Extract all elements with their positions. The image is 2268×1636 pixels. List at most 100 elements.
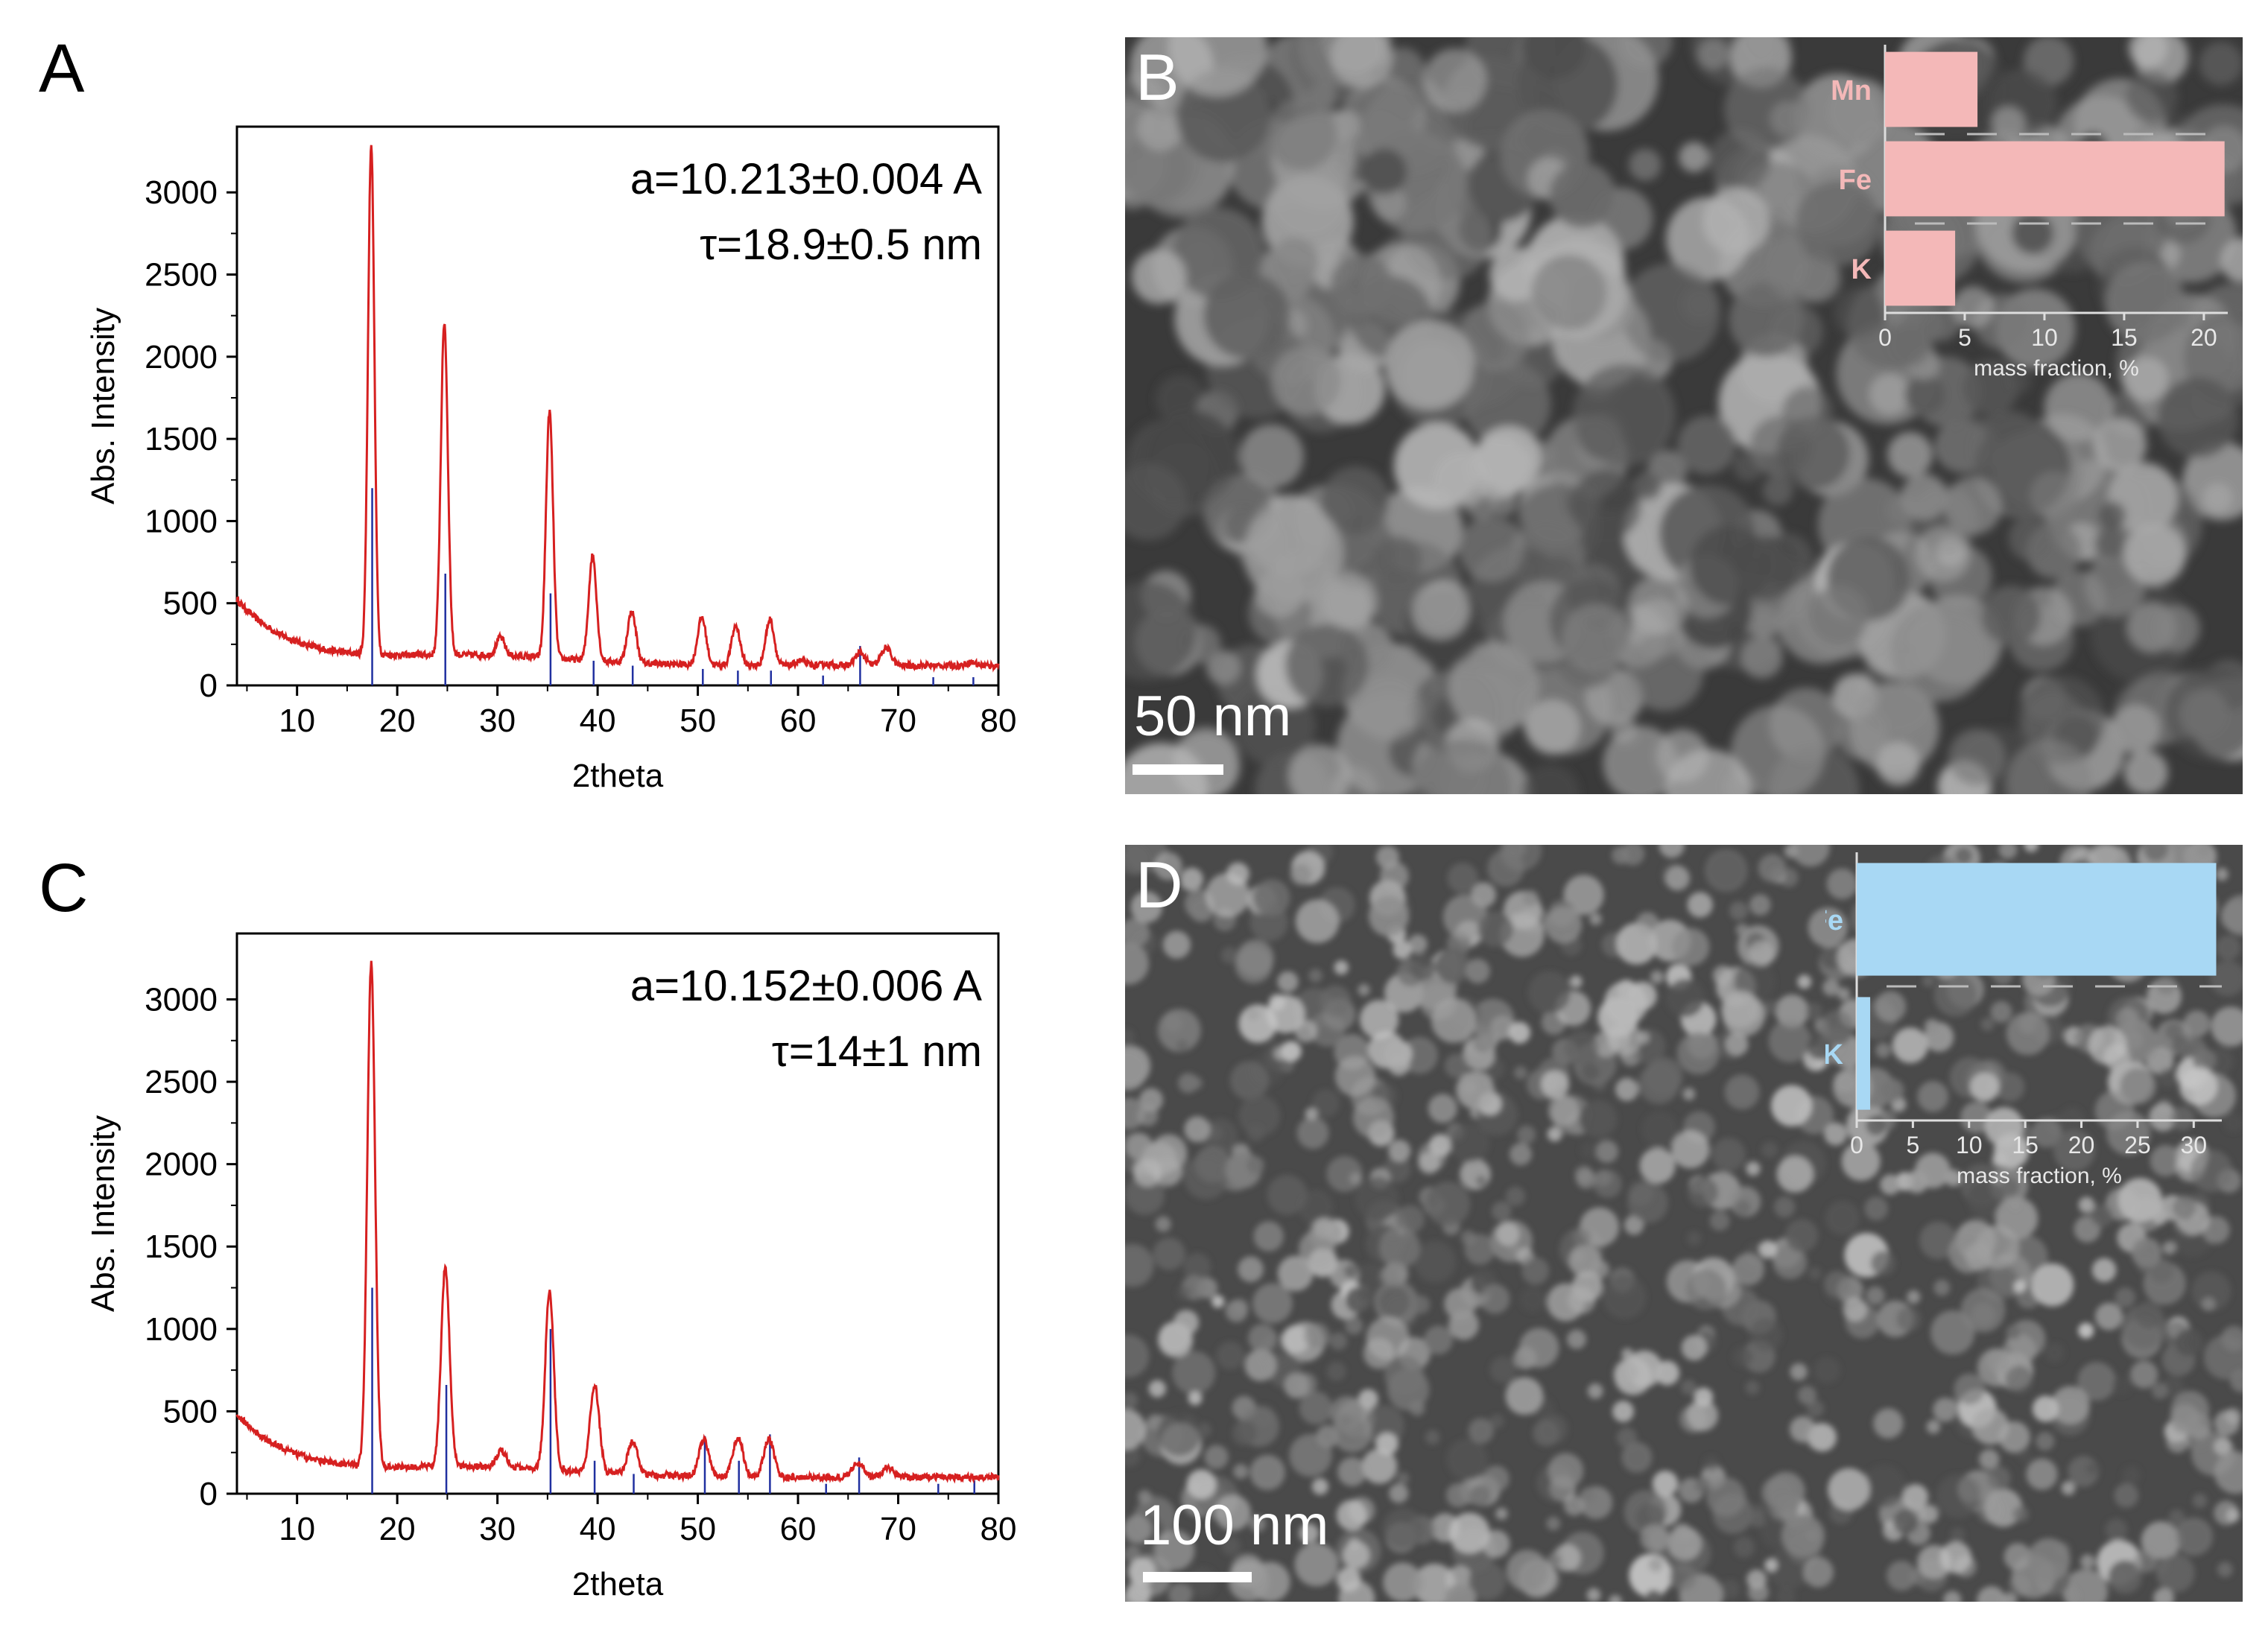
particle	[2130, 1360, 2158, 1389]
inset-x-tick-label: 20	[2068, 1132, 2095, 1158]
particle	[1565, 1030, 1599, 1065]
particle	[1547, 1283, 1585, 1322]
particle	[1336, 1500, 1367, 1531]
particle	[2044, 372, 2114, 443]
particle	[1250, 1562, 1290, 1602]
particle	[1580, 1141, 1597, 1159]
particle	[1277, 971, 1299, 992]
particle	[1586, 1588, 1601, 1602]
particle	[1677, 416, 1736, 475]
particle	[1330, 253, 1393, 316]
particle	[1384, 1354, 1425, 1395]
particle	[1621, 263, 1720, 363]
particle	[1733, 1536, 1755, 1558]
particle	[1188, 1391, 1203, 1406]
y-tick-label: 1500	[145, 1228, 218, 1265]
particle	[2104, 262, 2185, 343]
particle	[1265, 98, 1337, 171]
particle	[2165, 666, 2243, 761]
particle	[1797, 1386, 1816, 1405]
particle	[2078, 1322, 2094, 1339]
particle	[1636, 1031, 1650, 1044]
particle	[1138, 1490, 1152, 1504]
particle	[1679, 142, 1709, 173]
particle	[1639, 1147, 1676, 1184]
particle	[1990, 1001, 2012, 1023]
particle	[1933, 1279, 1951, 1296]
particle	[1249, 1515, 1266, 1532]
particle	[1425, 1430, 1440, 1445]
particle	[2003, 367, 2032, 394]
particle	[1205, 872, 1250, 918]
lattice-annotation: a=10.152±0.006 A	[630, 962, 982, 1010]
particle	[1819, 1009, 1855, 1045]
particle	[1774, 1196, 1796, 1218]
particle	[1442, 894, 1488, 939]
particle	[1781, 386, 1833, 437]
particle	[1635, 912, 1659, 936]
x-tick-label: 40	[580, 1511, 616, 1547]
particle	[1866, 1286, 1885, 1305]
particle	[1247, 1007, 1260, 1021]
particle	[1967, 1180, 2005, 1218]
particle	[1521, 764, 1580, 794]
particle	[1425, 1182, 1471, 1226]
particle	[1863, 1465, 1906, 1508]
particle	[1808, 1266, 1822, 1280]
particle	[1685, 1269, 1727, 1310]
inset-x-tick-label: 5	[1958, 324, 1971, 351]
particle	[1156, 1411, 1202, 1456]
y-axis-label: Abs. Intensity	[85, 1115, 121, 1312]
particle	[1244, 1348, 1277, 1381]
particle	[1447, 863, 1478, 894]
inset-category-label: Fe	[1825, 905, 1843, 936]
particle	[1450, 1123, 1490, 1163]
particle	[1682, 1088, 1696, 1100]
particle	[1709, 1211, 1730, 1231]
particle	[1214, 1494, 1251, 1531]
particle	[1703, 1455, 1719, 1471]
particle	[1776, 416, 1851, 490]
x-tick-label: 60	[780, 703, 817, 739]
particle	[1321, 466, 1390, 535]
particle	[1396, 1205, 1425, 1234]
particle	[1939, 1541, 1972, 1574]
x-tick-label: 10	[279, 1511, 315, 1547]
particle	[2149, 1103, 2177, 1132]
particle	[1892, 1509, 1919, 1535]
particle	[1387, 1053, 1410, 1076]
particle	[1659, 845, 1685, 858]
plot-frame	[235, 932, 1000, 1495]
particle	[1641, 1111, 1678, 1147]
particle	[1667, 1526, 1702, 1561]
particle	[1137, 105, 1183, 151]
particle	[1803, 1557, 1834, 1588]
particle	[2003, 1334, 2036, 1368]
particle	[1995, 1072, 2025, 1102]
y-tick-label: 2500	[145, 257, 218, 294]
particle	[1221, 947, 1238, 964]
particle	[1822, 979, 1840, 996]
particle	[1492, 1201, 1512, 1221]
particle	[1666, 978, 1705, 1018]
particle	[1784, 845, 1799, 858]
particle	[1321, 573, 1378, 630]
particle	[1393, 940, 1412, 960]
y-tick-label: 1000	[145, 1311, 218, 1348]
particle	[1887, 431, 1933, 478]
particle	[1761, 1141, 1778, 1158]
particle	[1464, 1234, 1495, 1265]
x-axis-label: 2theta	[572, 1566, 664, 1602]
particle	[1723, 994, 1765, 1036]
inset-x-tick-label: 30	[2181, 1132, 2208, 1158]
particle	[2006, 1012, 2050, 1056]
particle	[1483, 1465, 1510, 1492]
particle	[1282, 1325, 1311, 1354]
particle	[1904, 374, 1946, 416]
particle	[2222, 895, 2243, 936]
particle	[1125, 1445, 1141, 1467]
particle	[2110, 704, 2160, 754]
particle	[1383, 1562, 1422, 1602]
particle	[1615, 1077, 1638, 1101]
particle	[1125, 1097, 1146, 1129]
